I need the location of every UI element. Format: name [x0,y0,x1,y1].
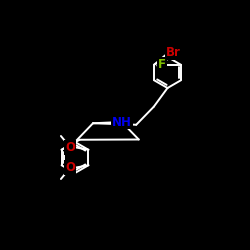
Text: O: O [65,141,75,154]
Text: F: F [158,58,166,71]
Text: Br: Br [166,46,181,59]
Text: O: O [65,161,75,174]
Text: NH: NH [112,116,132,128]
